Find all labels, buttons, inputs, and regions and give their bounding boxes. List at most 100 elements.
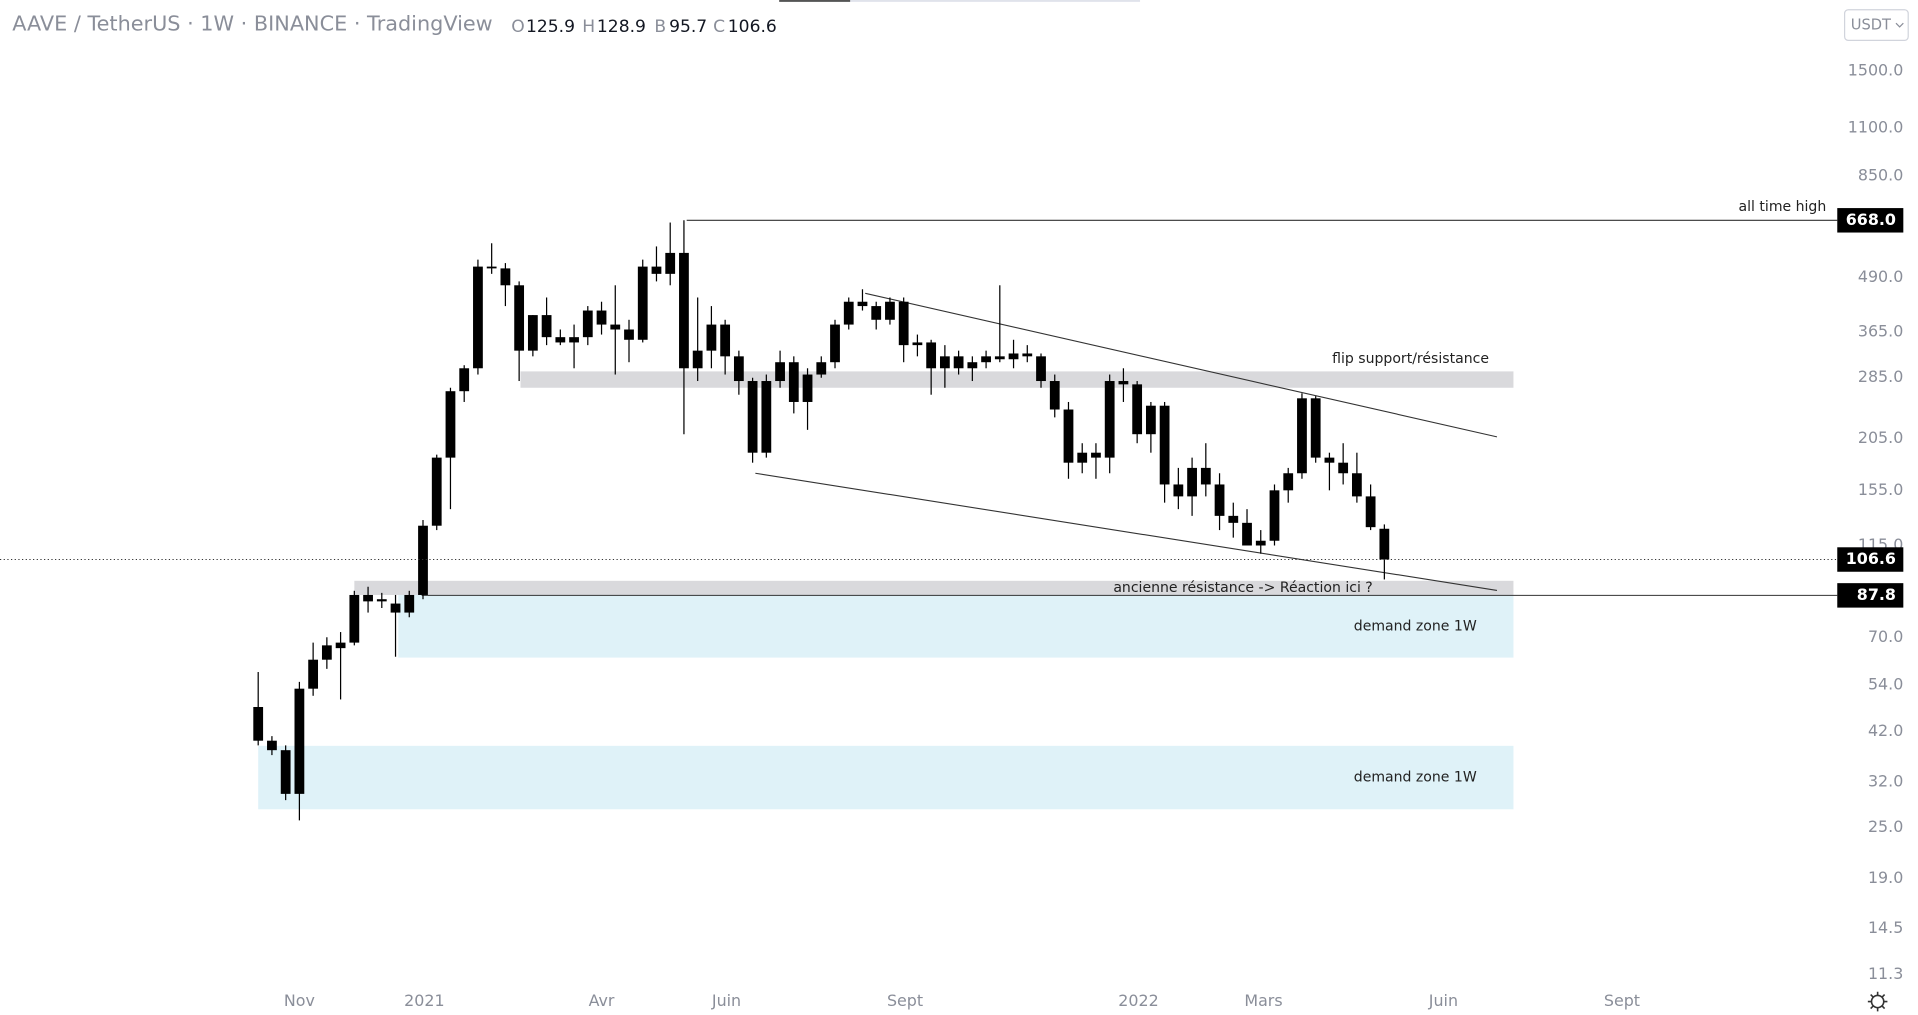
candle-body bbox=[637, 266, 648, 340]
x-tick-label: Juin bbox=[711, 991, 741, 1010]
candle-body bbox=[1255, 540, 1266, 546]
zone-label: flip support/résistance bbox=[1332, 351, 1489, 367]
candle-body bbox=[1297, 398, 1307, 474]
last-price-badge bbox=[1837, 547, 1904, 572]
x-tick-label: Sept bbox=[1604, 991, 1640, 1010]
candle-body bbox=[1173, 484, 1184, 497]
candle-body bbox=[363, 594, 373, 602]
candle-body bbox=[1077, 452, 1088, 463]
zone-label: demand zone 1W bbox=[1354, 618, 1477, 634]
candle-body bbox=[651, 266, 662, 274]
zone bbox=[258, 745, 1514, 810]
zone bbox=[520, 371, 1514, 388]
currency-selector[interactable] bbox=[1843, 9, 1909, 41]
candle-body bbox=[418, 525, 428, 595]
price-badge bbox=[1837, 208, 1904, 233]
candle-body bbox=[816, 362, 827, 375]
candle-body bbox=[1269, 490, 1280, 541]
ohlc-key: O bbox=[511, 17, 524, 37]
ohlc-key: C bbox=[713, 17, 725, 37]
ohlc-value: 125.9 bbox=[526, 17, 575, 37]
candle-body bbox=[1104, 381, 1115, 458]
currency-label[interactable]: USDT bbox=[1851, 17, 1891, 34]
candle-body bbox=[349, 594, 360, 643]
candle-body bbox=[569, 337, 579, 343]
candle-body bbox=[1338, 462, 1349, 474]
x-tick-label: Nov bbox=[284, 991, 315, 1010]
candle-body bbox=[459, 368, 470, 392]
ohlc-key: H bbox=[582, 17, 595, 37]
y-tick-label: 850.0 bbox=[1858, 165, 1903, 184]
candle-body bbox=[1242, 522, 1252, 546]
ohlc-value: 95.7 bbox=[669, 17, 707, 37]
candle-body bbox=[761, 381, 772, 453]
candle-body bbox=[1365, 496, 1376, 528]
price-badge-label: 668.0 bbox=[1846, 210, 1896, 229]
x-tick-label: 2022 bbox=[1118, 991, 1158, 1010]
candle-body bbox=[1187, 467, 1197, 497]
chart-title: AAVE / TetherUS · 1W · BINANCE · Trading… bbox=[12, 11, 492, 35]
candle-body bbox=[967, 362, 978, 369]
candle-body bbox=[926, 342, 937, 369]
zone bbox=[354, 580, 1514, 595]
candle-body bbox=[514, 285, 525, 351]
candle-body bbox=[555, 337, 566, 343]
candle-body bbox=[294, 688, 305, 794]
x-tick-label: Mars bbox=[1244, 991, 1282, 1010]
y-tick-label: 14.5 bbox=[1868, 918, 1903, 937]
candle-body bbox=[953, 356, 964, 369]
candle-body bbox=[500, 268, 511, 286]
y-tick-label: 11.3 bbox=[1868, 964, 1903, 983]
candle-body bbox=[1145, 405, 1156, 435]
candle-body bbox=[994, 356, 1005, 360]
y-tick-label: 205.0 bbox=[1858, 428, 1903, 447]
candle-body bbox=[679, 252, 689, 369]
candle-body bbox=[1091, 452, 1101, 458]
candle-body bbox=[1324, 457, 1335, 463]
candle-body bbox=[486, 266, 497, 269]
candle-body bbox=[1351, 473, 1362, 497]
y-tick-label: 490.0 bbox=[1858, 267, 1903, 286]
candle-body bbox=[692, 350, 703, 369]
y-tick-label: 285.0 bbox=[1858, 367, 1903, 386]
price-badge-label: 87.8 bbox=[1857, 585, 1896, 604]
candle-body bbox=[843, 301, 854, 325]
candle-body bbox=[1022, 353, 1033, 357]
candle-body bbox=[720, 324, 731, 357]
candle-body bbox=[1310, 398, 1321, 458]
candle-body bbox=[473, 266, 483, 369]
candle-body bbox=[280, 750, 291, 794]
ohlc-value: 106.6 bbox=[728, 17, 777, 37]
candle-body bbox=[404, 594, 415, 613]
price-badge bbox=[1837, 583, 1904, 608]
x-tick-label: Avr bbox=[589, 991, 615, 1010]
candle-body bbox=[253, 706, 264, 741]
candle-body bbox=[335, 642, 346, 649]
candle-body bbox=[624, 329, 634, 340]
x-tick-label: 2021 bbox=[404, 991, 444, 1010]
x-tick-label: Sept bbox=[887, 991, 923, 1010]
settings-icon[interactable] bbox=[1867, 991, 1888, 1012]
candle-body bbox=[308, 659, 319, 689]
candle-body bbox=[1159, 405, 1170, 485]
zone bbox=[398, 594, 1514, 658]
y-tick-label: 54.0 bbox=[1868, 675, 1903, 694]
candle-body bbox=[527, 315, 538, 351]
candle-body bbox=[747, 381, 758, 453]
candle-body bbox=[582, 310, 593, 338]
candle-body bbox=[1200, 467, 1211, 485]
candle-body bbox=[912, 342, 923, 346]
y-tick-label: 19.0 bbox=[1868, 868, 1903, 887]
candle-body bbox=[267, 740, 277, 751]
candle-body bbox=[1063, 409, 1074, 463]
candle-body bbox=[321, 645, 332, 660]
candle-body bbox=[898, 301, 909, 346]
candle-body bbox=[706, 324, 717, 351]
candle-body bbox=[1214, 484, 1225, 516]
level-label: all time high bbox=[1739, 199, 1827, 215]
candle-body bbox=[830, 324, 840, 363]
candle-body bbox=[885, 301, 895, 320]
candle-body bbox=[431, 457, 442, 526]
